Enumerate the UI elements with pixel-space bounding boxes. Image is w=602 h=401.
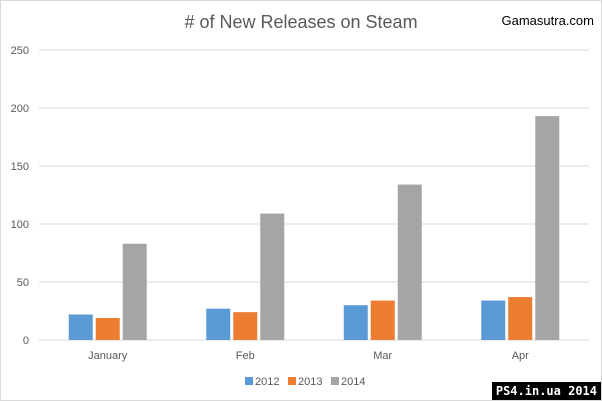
y-tick-label: 100 [11,219,29,231]
y-tick-label: 0 [23,335,29,347]
bar-2014-Mar [397,184,422,340]
bar-2013-Feb [233,312,258,340]
bar-2012-Mar [343,305,368,340]
source-label: Gamasutra.com [502,13,594,28]
bar-2012-January [68,314,93,340]
watermark: PS4.in.ua 2014 [491,382,601,400]
bar-2014-January [122,243,147,340]
legend-swatch [245,377,253,385]
bar-2014-Feb [260,213,285,340]
y-tick-label: 150 [11,161,29,173]
legend-label: 2012 [255,376,279,388]
x-tick-label: Feb [236,350,255,362]
legend-label: 2013 [298,376,322,388]
legend-label: 2014 [341,376,365,388]
y-tick-label: 50 [17,277,29,289]
chart-title: # of New Releases on Steam [184,12,417,32]
bar-2013-January [95,317,120,340]
y-tick-label: 200 [11,103,29,115]
x-tick-label: Apr [512,350,529,362]
bar-2014-Apr [535,116,560,341]
legend-swatch [331,377,339,385]
bar-2012-Apr [481,300,506,340]
bar-2013-Mar [370,300,395,340]
x-tick-label: Mar [373,350,392,362]
legend-swatch [288,377,296,385]
x-tick-label: January [88,350,128,362]
y-tick-label: 250 [11,45,29,57]
bar-2013-Apr [508,297,533,340]
bar-2012-Feb [206,308,231,340]
